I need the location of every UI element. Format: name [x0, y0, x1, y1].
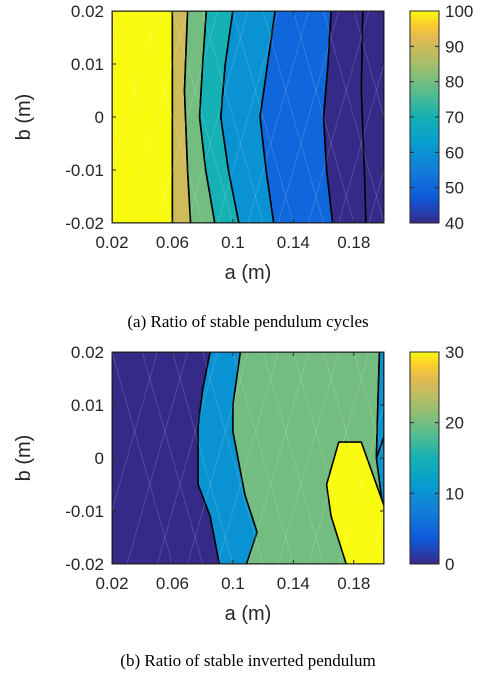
mesh-line — [277, 352, 340, 564]
x-tick-label: 0.14 — [277, 233, 310, 252]
mesh-line — [232, 11, 294, 223]
mesh-line — [202, 352, 264, 564]
y-tick-label: 0 — [95, 449, 104, 468]
mesh-line — [277, 11, 340, 223]
mesh-line — [141, 11, 204, 223]
x-tick-label: 0.1 — [221, 233, 245, 252]
colorbar-tick-label: 60 — [445, 143, 464, 162]
y-tick-label: -0.01 — [65, 161, 104, 180]
y-tick-label: 0.01 — [71, 396, 104, 415]
x-tick-label: 0.18 — [337, 233, 370, 252]
mesh-line — [368, 509, 384, 564]
colorbar-tick-label: 90 — [445, 37, 464, 56]
mesh-line — [338, 403, 384, 564]
x-axis-label: a (m) — [225, 603, 272, 625]
x-tick-label: 0.1 — [221, 574, 245, 593]
colorbar — [409, 10, 440, 224]
mesh-line — [112, 11, 173, 223]
y-tick-label: -0.01 — [65, 502, 104, 521]
mesh-line — [323, 11, 384, 223]
mesh-line — [156, 11, 219, 223]
mesh-line — [368, 168, 384, 223]
colorbar-tick-label: 100 — [445, 2, 473, 21]
mesh-line — [292, 352, 355, 564]
mesh-line — [126, 352, 188, 564]
mesh-line — [187, 11, 249, 223]
mesh-line — [338, 62, 384, 223]
figure-caption: (b) Ratio of stable inverted pendulum — [120, 651, 375, 670]
mesh-line — [323, 352, 384, 564]
mesh-line — [202, 11, 264, 223]
y-tick-label: 0.01 — [71, 55, 104, 74]
y-tick-label: 0.02 — [71, 343, 104, 362]
colorbar — [409, 351, 440, 565]
mesh-line — [112, 352, 158, 513]
mesh-line — [172, 352, 234, 564]
mesh-line — [292, 11, 355, 223]
x-tick-label: 0.06 — [156, 574, 189, 593]
mesh-line — [217, 352, 279, 564]
contour-region-50 — [259, 11, 334, 223]
mesh-line — [217, 11, 279, 223]
mesh-line — [353, 352, 384, 460]
mesh-line — [187, 352, 249, 564]
x-tick-label: 0.02 — [95, 233, 128, 252]
colorbar-tick-label: 10 — [445, 484, 464, 503]
mesh-line — [247, 352, 309, 564]
y-tick-label: 0.02 — [71, 2, 104, 21]
mesh-line — [156, 352, 219, 564]
triangulation-mesh — [112, 11, 384, 223]
x-axis-label: a (m) — [225, 262, 272, 284]
contour-region-100 — [112, 11, 174, 223]
chart-panel-a: 0.02 0.06 0.1 0.14 0.18 -0.02 -0.01 0 0.01 0.02 a … — [13, 2, 473, 331]
colorbar-tick-label: 70 — [445, 108, 464, 127]
colorbar-tick-label: 40 — [445, 214, 464, 233]
colorbar-tick-label: 80 — [445, 73, 464, 92]
contour-region-30 — [325, 441, 384, 564]
y-axis-label: b (m) — [13, 94, 35, 141]
x-tick-label: 0.14 — [277, 574, 310, 593]
mesh-line — [112, 11, 158, 172]
x-tick-label: 0.02 — [95, 574, 128, 593]
mesh-line — [172, 11, 234, 223]
mesh-line — [141, 352, 204, 564]
y-tick-label: 0 — [95, 108, 104, 127]
triangulation-mesh — [112, 352, 384, 564]
contour-region-40 — [360, 11, 384, 223]
y-tick-label: -0.02 — [65, 214, 104, 233]
colorbar-tick-label: 30 — [445, 343, 464, 362]
mesh-line — [112, 352, 173, 564]
mesh-line — [262, 11, 324, 223]
mesh-line — [262, 352, 324, 564]
mesh-line — [353, 11, 384, 119]
x-tick-label: 0.18 — [337, 574, 370, 593]
chart-panel-b: 0.02 0.06 0.1 0.14 0.18 -0.02 -0.01 0 0.01 0.02 a … — [13, 343, 464, 670]
colorbar-tick-label: 20 — [445, 414, 464, 433]
y-tick-label: -0.02 — [65, 555, 104, 574]
plot-area — [112, 352, 384, 564]
y-axis-label: b (m) — [13, 435, 35, 482]
colorbar-tick-label: 0 — [445, 555, 454, 574]
mesh-line — [232, 352, 294, 564]
colorbar-tick-label: 50 — [445, 179, 464, 198]
mesh-line — [126, 11, 188, 223]
figure-caption: (a) Ratio of stable pendulum cycles — [127, 312, 368, 331]
x-tick-label: 0.06 — [156, 233, 189, 252]
mesh-line — [247, 11, 309, 223]
plot-area — [112, 11, 384, 223]
mesh-line — [308, 11, 370, 223]
mesh-line — [308, 352, 370, 564]
